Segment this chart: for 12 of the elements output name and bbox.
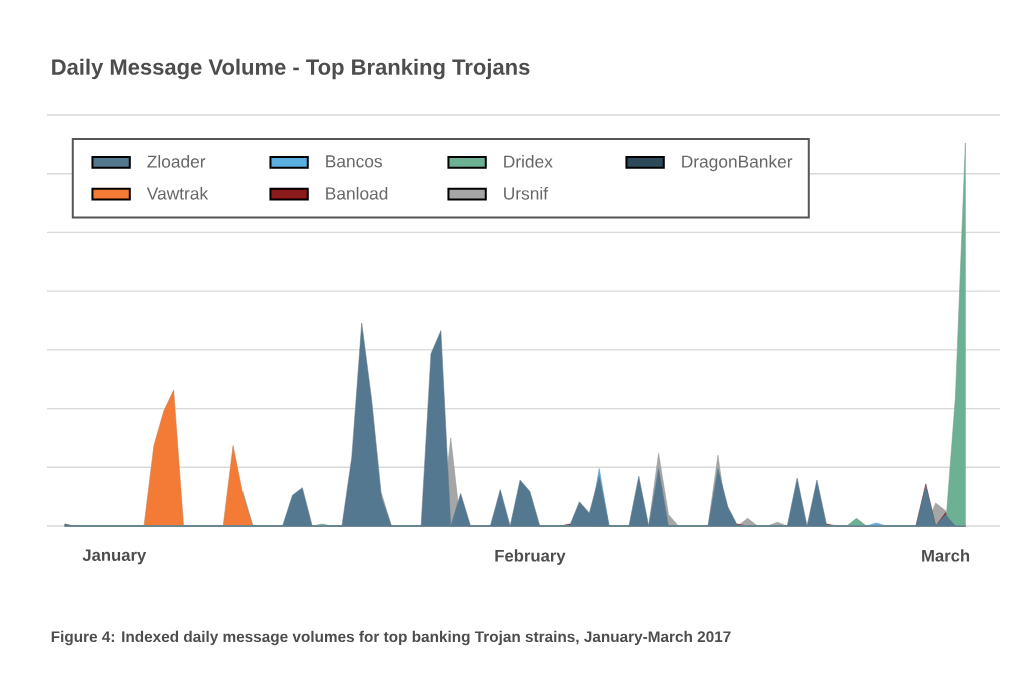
legend-label: Ursnif: [504, 186, 549, 200]
chart-title: Daily Message Volume - Top Branking Trojans: [52, 58, 530, 80]
x-tick-label: March: [922, 549, 970, 562]
x-tick-label: February: [495, 549, 566, 565]
legend-label: DragonBanker: [682, 155, 793, 172]
caption: Figure 4: Indexed daily message volumes for top banking Trojan strains, January-March 2017: [51, 630, 731, 646]
legend-label: Dridex: [504, 155, 553, 168]
legend-label: Vawtrak: [146, 186, 209, 200]
legend-label: Banload: [326, 186, 388, 200]
x-tick-label: January: [82, 549, 147, 565]
legend-label: Bancos: [326, 155, 382, 168]
legend-label: Zloader: [147, 155, 206, 168]
